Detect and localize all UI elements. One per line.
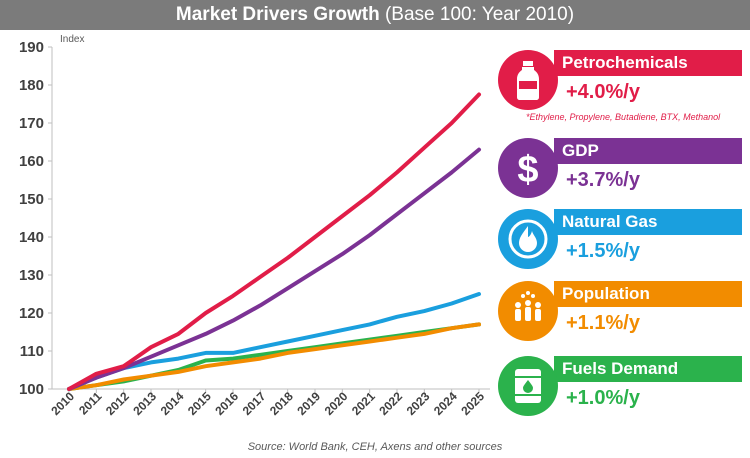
y-axis-title: Index [60,34,84,45]
driver-growth-rate: +1.0%/y [566,387,640,409]
driver-label: Population [554,281,742,307]
driver-card-petrochemicals: Petrochemicals +4.0%/y *Ethylene, Propylen… [498,50,742,124]
x-tick-label: 2010 [48,389,77,418]
y-tick-label: 150 [19,191,44,208]
x-tick-label: 2021 [349,389,378,418]
chart-title-sub: (Base 100: Year 2010) [379,4,575,25]
y-tick-label: 120 [19,305,44,322]
x-tick-label: 2024 [431,389,460,418]
driver-card-gdp: GDP $ +3.7%/y [498,138,742,198]
driver-label: Fuels Demand [554,356,742,382]
driver-growth-rate: +4.0%/y [566,81,640,103]
driver-footnote: *Ethylene, Propylene, Butadiene, BTX, Me… [526,112,721,122]
x-tick-label: 2016 [212,389,241,418]
y-tick-label: 190 [19,39,44,56]
series-line-natural-gas [67,292,481,391]
x-tick-label: 2019 [294,389,323,418]
driver-card-population: Population +1.1%/y [498,281,742,341]
x-tick-label: 2023 [404,389,433,418]
x-tick-label: 2014 [158,389,187,418]
svg-text:$: $ [517,149,538,191]
y-tick-label: 140 [19,229,44,246]
chart-title-main: Market Drivers Growth [175,4,380,25]
driver-card-fuels-demand: Fuels Demand +1.0%/y [498,356,742,416]
x-tick-label: 2011 [76,389,105,418]
series-line-gdp [67,147,481,391]
x-tick-label: 2012 [103,389,132,418]
driver-label: Natural Gas [554,209,742,235]
x-tick-label: 2022 [376,389,405,418]
driver-card-natural-gas: Natural Gas +1.5%/y [498,209,742,269]
x-tick-label: 2015 [185,389,214,418]
driver-growth-rate: +1.1%/y [566,312,640,334]
bottle-icon [498,50,558,110]
x-tick-label: 2020 [322,389,351,418]
x-tick-label: 2018 [267,389,296,418]
flame-icon [498,209,558,269]
driver-label: GDP [554,138,742,164]
source-note: Source: World Bank, CEH, Axens and other… [247,441,503,453]
y-tick-label: 170 [19,115,44,132]
dollar-icon: $ [498,138,558,198]
driver-growth-rate: +3.7%/y [566,169,640,191]
x-tick-label: 2025 [458,389,487,418]
y-tick-label: 130 [19,267,44,284]
driver-growth-rate: +1.5%/y [566,240,640,262]
y-tick-label: 110 [20,343,44,360]
y-tick-label: 180 [19,77,44,94]
x-tick-label: 2017 [240,389,269,418]
fuel-barrel-icon [498,356,558,416]
y-tick-label: 160 [19,153,44,170]
y-tick-label: 100 [19,381,44,398]
series-line-petrochemicals [67,92,481,391]
series-line-population [67,322,481,391]
people-icon [498,281,558,341]
driver-label: Petrochemicals [554,50,742,76]
x-tick-label: 2013 [130,389,159,418]
chart-title: Market Drivers Growth (Base 100: Year 20… [0,0,750,30]
